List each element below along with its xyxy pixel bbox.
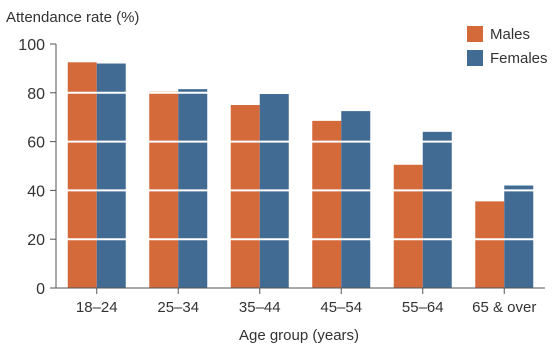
y-tick-label-20: 20: [27, 232, 45, 249]
bar-females-1: [178, 89, 208, 288]
bars-group: [67, 62, 534, 289]
y-tick-label-100: 100: [18, 37, 45, 54]
legend-label-females: Females: [490, 50, 548, 67]
legend-swatch-females: [467, 50, 483, 66]
x-tick-label-0: 18–24: [76, 299, 118, 316]
legend-label-males: Males: [490, 26, 530, 43]
y-tick-label-0: 0: [36, 281, 45, 298]
gridlines-group: [56, 43, 545, 241]
bar-males-2: [230, 105, 260, 288]
bar-males-0: [67, 62, 97, 288]
legend-swatch-males: [467, 26, 483, 42]
bar-females-5: [504, 185, 534, 288]
legend: Males Females: [467, 26, 548, 67]
x-axis-label: Age group (years): [239, 327, 359, 344]
y-axis-label: Attendance rate (%): [6, 9, 139, 26]
bar-males-4: [393, 164, 423, 288]
axes-group: 0 20 40 60 80 100 18–24 25–34 35–44 45–54 55–64 65 …: [18, 37, 545, 316]
y-tick-label-60: 60: [27, 135, 45, 152]
x-tick-label-3: 45–54: [320, 299, 362, 316]
bar-females-4: [422, 131, 452, 288]
x-tick-label-5: 65 & over: [472, 299, 536, 316]
bar-females-0: [96, 63, 126, 288]
x-tick-label-4: 55–64: [402, 299, 444, 316]
bar-males-3: [312, 120, 342, 288]
y-tick-label-40: 40: [27, 183, 45, 200]
x-tick-label-2: 35–44: [239, 299, 281, 316]
x-tick-label-1: 25–34: [157, 299, 199, 316]
bar-males-5: [475, 201, 505, 288]
bar-females-3: [341, 111, 371, 288]
y-tick-label-80: 80: [27, 86, 45, 103]
